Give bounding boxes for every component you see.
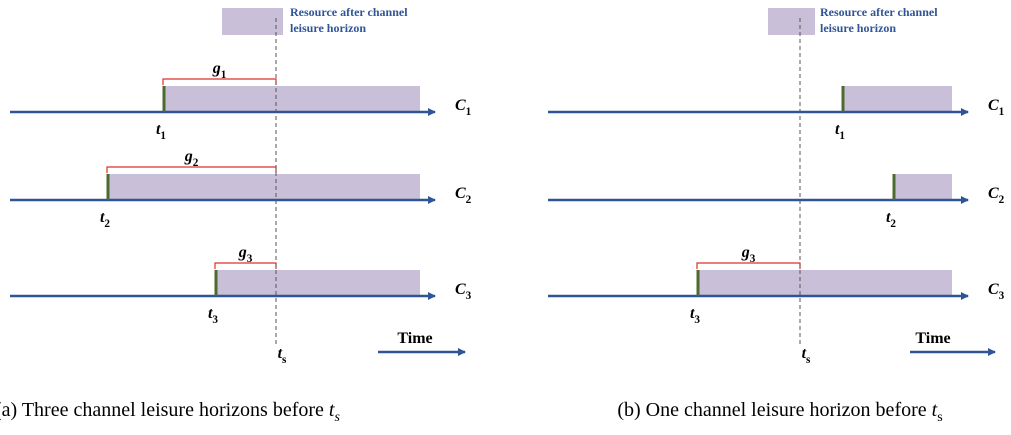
start-label-sub: 1 (160, 130, 166, 142)
gap-label: g2 (184, 148, 199, 169)
gap-label-sub: 3 (750, 253, 756, 265)
channel-label-main: C (988, 185, 999, 202)
channel-label-sub: 3 (999, 290, 1005, 302)
legend-swatch (222, 8, 283, 35)
channel-label-main: C (455, 281, 466, 298)
legend-text: Resource after channel (290, 5, 408, 19)
gap-brace (696, 262, 801, 269)
legend-text: Resource after channel (820, 5, 938, 19)
start-label-main: t (156, 121, 161, 138)
gap-label: g3 (741, 244, 756, 265)
channel-label-main: C (988, 281, 999, 298)
time-label: Time (915, 330, 950, 347)
ts-label-main: t (278, 345, 283, 362)
ts-label-sub: s (282, 354, 287, 366)
start-label-sub: 3 (212, 314, 218, 326)
ts-label-main: t (802, 345, 807, 362)
start-label: t2 (886, 209, 896, 230)
start-label-sub: 2 (890, 218, 896, 230)
resource-block (842, 86, 952, 112)
gap-label-main: g (741, 244, 750, 261)
channel-label-sub: 1 (466, 106, 472, 118)
start-label: t3 (208, 305, 218, 326)
channel-label-main: C (455, 97, 466, 114)
start-label: t3 (690, 305, 700, 326)
channel-label: C2 (988, 185, 1005, 206)
resource-block (107, 174, 420, 200)
channel-label: C3 (988, 281, 1005, 302)
channel-label-sub: 2 (466, 194, 472, 206)
start-label-main: t (208, 305, 213, 322)
channel-label-sub: 1 (999, 106, 1005, 118)
channel-label: C2 (455, 185, 472, 206)
channel-label: C1 (455, 97, 472, 118)
caption-symbol: t (932, 399, 938, 421)
gap-label-main: g (212, 60, 221, 77)
gap-label-sub: 1 (221, 69, 227, 81)
caption-text: (a) Three channel leisure horizons befor… (0, 399, 329, 421)
start-label-sub: 2 (104, 218, 110, 230)
start-label-main: t (690, 305, 695, 322)
caption-sub: s (334, 410, 340, 425)
resource-block (697, 270, 952, 296)
legend-text: leisure horizon (820, 21, 896, 35)
ts-label-sub: s (806, 354, 811, 366)
gap-label-main: g (184, 148, 193, 165)
caption-sub: s (937, 410, 942, 425)
resource-block (893, 174, 952, 200)
caption: (b) One channel leisure horizon before t… (617, 399, 942, 425)
channel-label-sub: 2 (999, 194, 1005, 206)
gap-label-main: g (238, 244, 247, 261)
start-label-sub: 3 (694, 314, 700, 326)
ts-label: ts (802, 345, 811, 366)
time-label: Time (397, 330, 432, 347)
start-label-main: t (835, 121, 840, 138)
channel-label-main: C (455, 185, 466, 202)
channel-label: C1 (988, 97, 1005, 118)
gap-label-sub: 2 (193, 157, 199, 169)
start-label: t1 (835, 121, 845, 142)
start-label-sub: 1 (839, 130, 845, 142)
start-label-main: t (886, 209, 891, 226)
channel-label: C3 (455, 281, 472, 302)
legend-text: leisure horizon (290, 21, 366, 35)
start-label-main: t (100, 209, 105, 226)
channel-label-sub: 3 (466, 290, 472, 302)
legend-swatch (768, 8, 815, 35)
channel-label-main: C (988, 97, 999, 114)
gap-label-sub: 3 (247, 253, 253, 265)
ts-label: ts (278, 345, 287, 366)
gap-brace (106, 166, 277, 173)
caption-symbol: t (329, 399, 335, 421)
gap-label: g1 (212, 60, 227, 81)
resource-block (215, 270, 420, 296)
start-label: t2 (100, 209, 110, 230)
start-label: t1 (156, 121, 166, 142)
caption: (a) Three channel leisure horizons befor… (0, 399, 340, 425)
resource-block (163, 86, 420, 112)
caption-text: (b) One channel leisure horizon before (617, 399, 931, 421)
gap-label: g3 (238, 244, 253, 265)
gap-brace (214, 262, 277, 269)
gap-brace (162, 78, 277, 85)
